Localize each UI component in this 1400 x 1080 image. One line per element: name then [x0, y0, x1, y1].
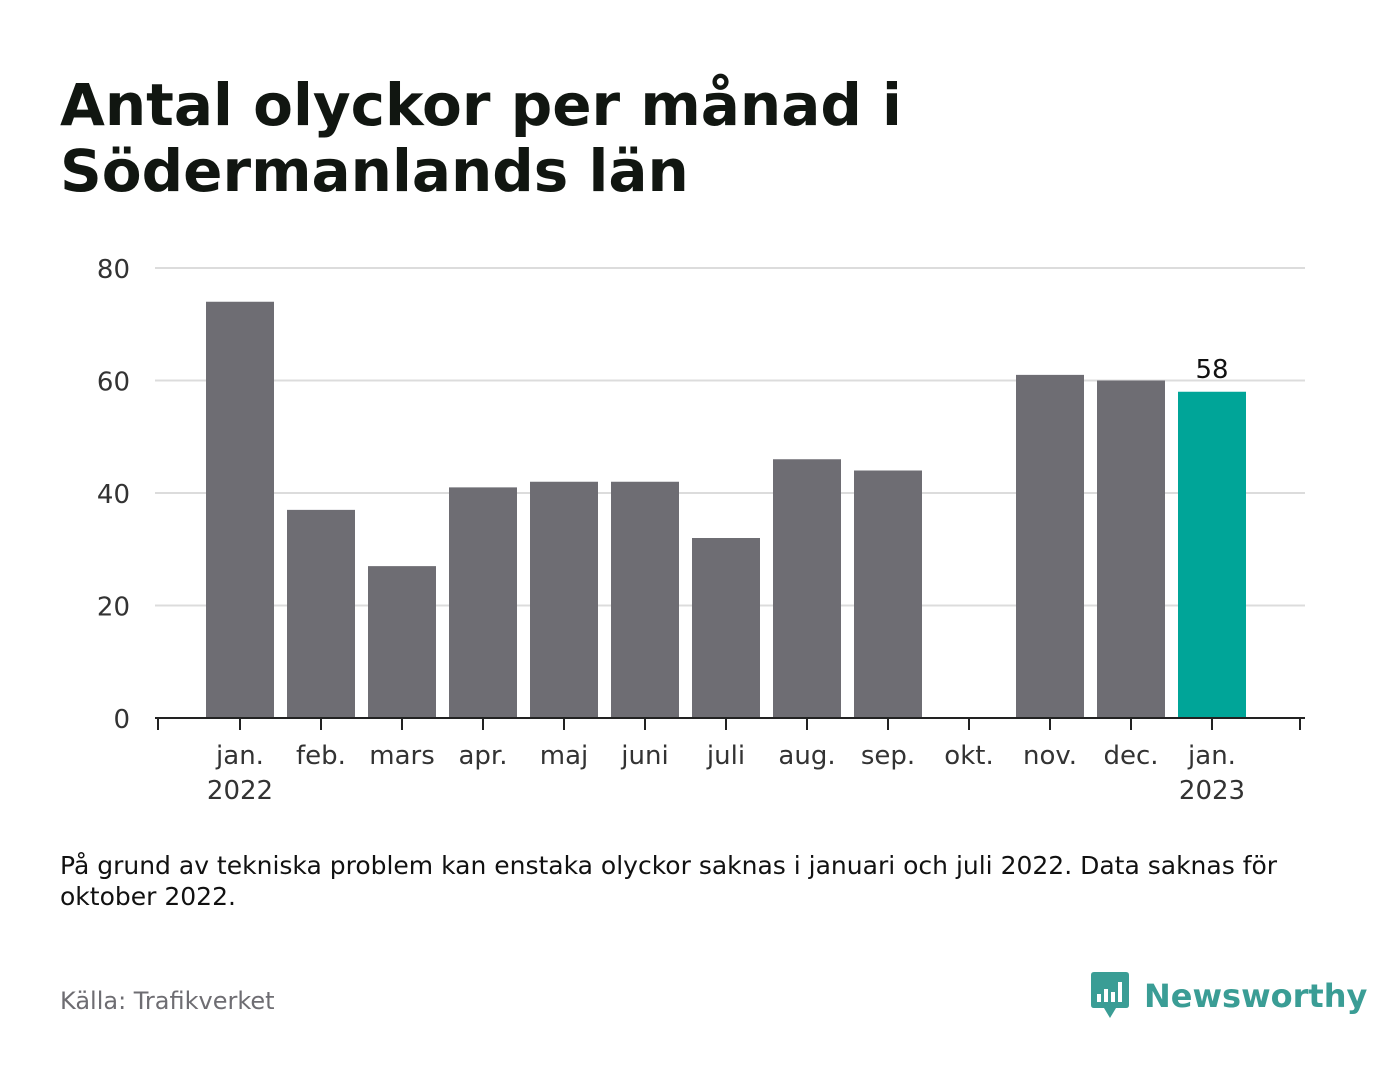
- bar: [368, 566, 436, 718]
- x-axis: [155, 717, 1305, 730]
- y-tick-label: 60: [97, 368, 130, 398]
- brand-logo: Newsworthy: [1090, 970, 1367, 1022]
- bar: [773, 459, 841, 718]
- x-tick-label: juni: [620, 741, 668, 771]
- x-tick-label: feb.: [296, 741, 346, 771]
- x-tick-label: mars: [369, 741, 435, 771]
- x-axis-ticks: jan. 2022 feb. mars apr. maj juni juli aug. sep. o…: [207, 718, 1245, 806]
- chart-title: Antal olyckor per månad i Södermanlands …: [60, 71, 902, 205]
- y-tick-label: 0: [113, 705, 130, 735]
- bar: [854, 470, 922, 718]
- x-tick-label: juli: [706, 741, 745, 771]
- x-tick-label: okt.: [944, 741, 993, 771]
- bar: [206, 301, 274, 718]
- x-tick-label: jan. 2022: [207, 741, 273, 806]
- x-tick-label: apr.: [458, 741, 507, 771]
- source-credit: Källa: Trafikverket: [60, 987, 275, 1015]
- bar: [287, 509, 355, 718]
- bar: [1097, 380, 1165, 718]
- bar-chart-bubble-icon: [1091, 972, 1129, 1018]
- x-tick-label: nov.: [1023, 741, 1077, 771]
- data-labels: 58: [1195, 355, 1228, 385]
- bar: [611, 481, 679, 718]
- y-tick-label: 20: [97, 593, 130, 623]
- bar: [449, 487, 517, 718]
- bar: [1016, 374, 1084, 718]
- x-tick-label: jan. 2023: [1179, 741, 1245, 806]
- bar-highlight: [1178, 391, 1246, 718]
- chart-note: På grund av tekniska problem kan enstaka…: [60, 851, 1278, 911]
- y-tick-label: 40: [97, 480, 130, 510]
- bar: [530, 481, 598, 718]
- y-axis-ticks: 0 20 40 60 80: [97, 255, 130, 735]
- bars: [206, 301, 1246, 718]
- y-tick-label: 80: [97, 255, 130, 285]
- x-tick-label: maj: [540, 741, 588, 771]
- x-tick-label: sep.: [861, 741, 915, 771]
- data-label: 58: [1195, 355, 1228, 385]
- bar: [692, 538, 760, 718]
- x-tick-label: dec.: [1103, 741, 1158, 771]
- brand-name: Newsworthy: [1144, 977, 1368, 1015]
- x-tick-label: aug.: [778, 741, 835, 771]
